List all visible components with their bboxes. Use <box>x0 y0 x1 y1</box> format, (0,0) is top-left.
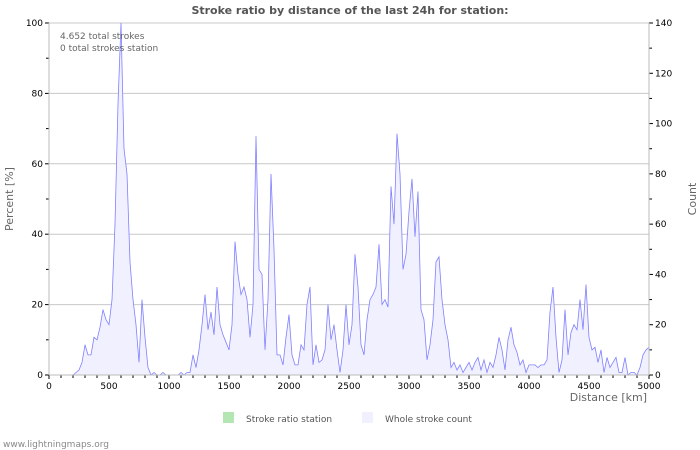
y-right-tick-label: 100 <box>655 120 672 130</box>
count-line <box>49 22 650 376</box>
y-right-tick-label: 120 <box>655 69 672 79</box>
footer-link[interactable]: www.lightningmaps.org <box>3 440 109 450</box>
x-tick-label: 4000 <box>518 382 541 392</box>
x-tick-label: 0 <box>46 382 52 392</box>
x-tick-label: 500 <box>100 382 117 392</box>
y-right-label: Count <box>686 182 699 215</box>
legend-swatch-count <box>362 412 373 423</box>
x-tick-label: 3000 <box>398 382 421 392</box>
y-right-tick-label: 140 <box>655 19 672 29</box>
x-tick-label: 3500 <box>458 382 481 392</box>
x-tick-label: 5000 <box>638 382 661 392</box>
x-tick-label: 4500 <box>578 382 601 392</box>
x-tick-label: 2000 <box>278 382 301 392</box>
y-left-tick-label: 80 <box>32 89 44 99</box>
x-tick-label: 2500 <box>338 382 361 392</box>
x-tick-label: 1500 <box>218 382 241 392</box>
y-right-tick-label: 0 <box>655 371 661 381</box>
legend-label-count: Whole stroke count <box>385 415 472 425</box>
chart-title: Stroke ratio by distance of the last 24h… <box>191 4 508 17</box>
annotation-station-strokes: 0 total strokes station <box>60 44 158 54</box>
legend-label-station: Stroke ratio station <box>246 415 332 425</box>
annotation-total-strokes: 4.652 total strokes <box>60 32 145 42</box>
y-right-tick-label: 60 <box>655 220 667 230</box>
y-left-tick-label: 20 <box>32 301 44 311</box>
y-right-tick-label: 40 <box>655 270 667 280</box>
y-right-tick-label: 80 <box>655 170 667 180</box>
x-axis-label: Distance [km] <box>570 391 647 404</box>
count-area <box>49 23 649 375</box>
y-left-tick-label: 100 <box>26 19 43 29</box>
legend-swatch-station <box>223 412 234 423</box>
y-left-label: Percent [%] <box>3 167 16 231</box>
x-tick-label: 1000 <box>158 382 181 392</box>
y-right-tick-label: 20 <box>655 321 667 331</box>
y-left-tick-label: 0 <box>37 371 43 381</box>
y-left-tick-label: 60 <box>32 160 44 170</box>
y-left-tick-label: 40 <box>32 230 44 240</box>
